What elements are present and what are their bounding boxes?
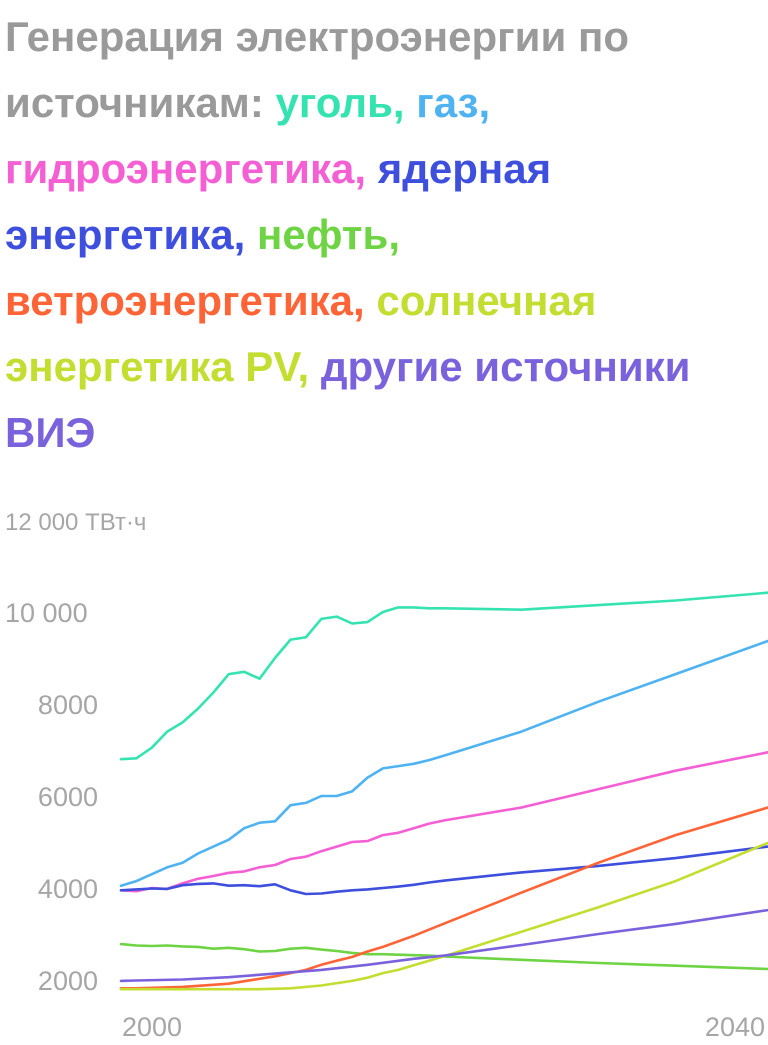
- series-line-5: [119, 806, 768, 990]
- title-prefix: Генерация электроэнергии по источникам:: [5, 13, 629, 126]
- x-axis-ticks: 2000 2040: [122, 1012, 765, 1042]
- title-separator: ,: [478, 79, 491, 126]
- series-line-7: [119, 908, 768, 983]
- series-line-0: [119, 591, 768, 761]
- title-separator: ,: [297, 343, 321, 390]
- series-line-1: [119, 639, 768, 888]
- x-tick-label: 2040: [705, 1012, 765, 1042]
- y-tick-label: 2000: [38, 966, 98, 996]
- title-series-7: другие источники ВИЭ: [5, 343, 691, 456]
- title-separator: ,: [233, 211, 257, 258]
- title-separator: ,: [354, 145, 378, 192]
- title-separator: ,: [388, 211, 400, 258]
- series-line-3: [119, 845, 768, 896]
- title-series-2: гидроэнергетика: [5, 145, 355, 192]
- title-series-4: нефть: [257, 211, 389, 258]
- y-axis-ticks: 10 000 8000 6000 4000 2000: [5, 598, 98, 996]
- y-tick-label: 4000: [38, 874, 98, 904]
- title-series-5: ветроэнергетика: [5, 277, 354, 324]
- y-tick-label: 10 000: [5, 598, 88, 628]
- y-unit-label: 12 000 ТВт·ч: [5, 509, 146, 536]
- title-series-6: солнечная энергетика PV: [5, 277, 597, 390]
- title-separator: ,: [392, 79, 417, 126]
- series-line-6: [119, 841, 768, 991]
- y-tick-label: 8000: [38, 690, 98, 720]
- x-tick-label: 2000: [122, 1012, 182, 1042]
- title-separator: ,: [353, 277, 377, 324]
- chart-title: Генерация электроэнергии по источникам: …: [5, 4, 765, 466]
- y-tick-label: 6000: [38, 782, 98, 812]
- series-line-2: [119, 750, 768, 893]
- title-series-1: газ: [416, 79, 479, 126]
- series-lines: [119, 591, 768, 991]
- title-series-0: уголь: [275, 79, 393, 126]
- title-series-3: ядерная энергетика: [5, 145, 552, 258]
